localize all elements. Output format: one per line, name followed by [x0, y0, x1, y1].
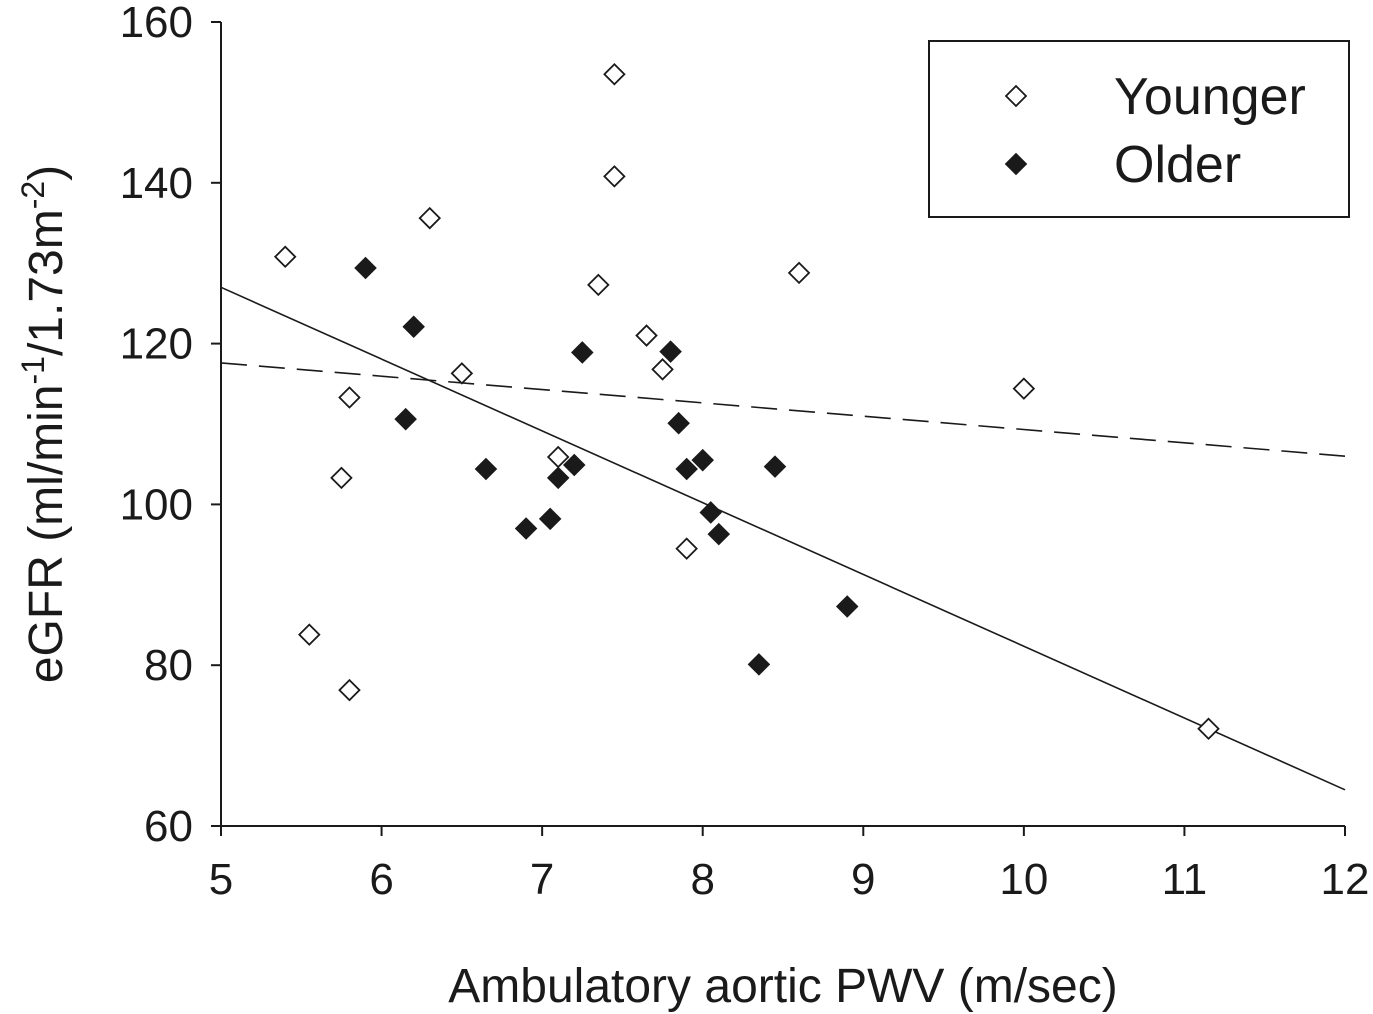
data-point-younger: [330, 466, 353, 490]
x-tick-label: 9: [851, 855, 875, 904]
trendline-solid: [220, 286, 1346, 791]
legend-items: Younger Older: [1004, 68, 1306, 194]
y-ticks: 60 80 100 120 140 160: [120, 0, 221, 851]
legend-marker-older: [1004, 152, 1028, 176]
data-point-younger: [1197, 717, 1220, 740]
data-point-older: [546, 466, 570, 490]
y-tick-label: 140: [120, 159, 193, 208]
legend-label-older: Older: [1114, 136, 1241, 194]
y-tick-label: 80: [144, 641, 193, 690]
data-point-younger: [450, 362, 474, 385]
y-tick-label: 100: [120, 480, 193, 529]
x-tick-label: 5: [209, 855, 233, 904]
data-point-older: [763, 455, 787, 478]
data-point-younger: [587, 273, 610, 297]
data-point-younger: [635, 324, 658, 347]
data-point-younger: [338, 678, 361, 702]
x-tick-label: 10: [999, 855, 1048, 904]
legend-box: [928, 40, 1350, 218]
data-point-younger: [298, 623, 321, 646]
y-axis-title: eGFR (ml/min-1/1.73m-2): [15, 165, 73, 683]
data-points: [273, 62, 1220, 740]
y-tick-label: 120: [120, 320, 193, 369]
x-axis-title: Ambulatory aortic PWV (m/sec): [448, 960, 1117, 1013]
y-tick-label: 60: [144, 802, 193, 851]
data-point-younger: [603, 62, 626, 86]
data-point-older: [835, 595, 859, 618]
x-ticks: 5 6 7 8 9 10 11 12: [209, 826, 1370, 904]
trendline-dashed: [220, 362, 1346, 457]
data-point-older: [514, 517, 538, 540]
x-tick-label: 11: [1162, 855, 1208, 904]
axes: [220, 22, 1345, 827]
data-point-older: [394, 407, 417, 431]
data-point-younger: [338, 386, 361, 409]
series-older: [354, 256, 859, 676]
data-point-older: [707, 522, 731, 546]
series-younger: [273, 62, 1220, 740]
x-tick-label: 7: [530, 855, 554, 904]
trendlines: [220, 286, 1346, 791]
data-point-younger: [1012, 377, 1036, 400]
data-point-older: [659, 340, 682, 363]
legend-marker-younger: [1004, 84, 1028, 108]
data-point-younger: [273, 245, 297, 269]
x-tick-label: 12: [1321, 855, 1370, 904]
data-point-older: [691, 448, 714, 472]
data-point-older: [538, 507, 562, 531]
data-point-older: [747, 653, 771, 676]
data-point-younger: [675, 537, 698, 560]
y-tick-label: 160: [120, 0, 193, 47]
data-point-older: [571, 341, 594, 364]
x-tick-label: 6: [369, 855, 393, 904]
data-point-older: [675, 457, 698, 481]
data-point-younger: [651, 358, 674, 381]
x-tick-label: 8: [690, 855, 714, 904]
legend: Younger Older: [928, 40, 1350, 218]
legend-label-younger: Younger: [1114, 68, 1306, 126]
data-point-older: [354, 256, 377, 280]
data-point-younger: [603, 165, 626, 188]
data-point-older: [474, 457, 498, 481]
data-point-older: [667, 411, 690, 435]
data-point-older: [402, 315, 425, 338]
data-point-older: [699, 501, 723, 524]
data-point-younger: [418, 206, 442, 230]
data-point-younger: [787, 261, 811, 285]
data-point-older: [562, 453, 586, 477]
